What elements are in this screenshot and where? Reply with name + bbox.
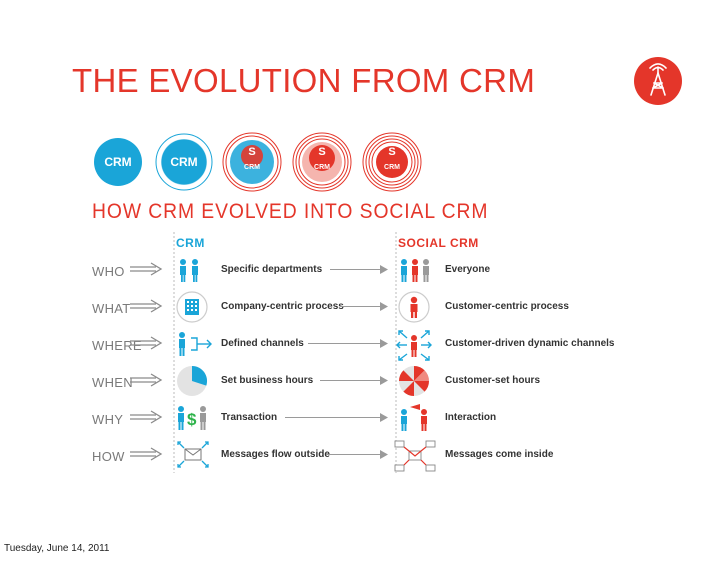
row-how: HOW Messages flow outside: [80, 437, 613, 473]
connector-line: [308, 343, 382, 344]
row-what: WHAT Company-centric process: [80, 289, 613, 325]
evolution-stage-1: CRM: [88, 132, 148, 192]
row-question: WHY: [92, 412, 124, 427]
connector-line: [285, 417, 382, 418]
evolution-stage-3-label: CRM: [244, 164, 260, 171]
infographic-heading: HOW CRM EVOLVED INTO SOCIAL CRM: [92, 200, 489, 223]
connector-line: [326, 454, 382, 455]
evolution-stage-4: S CRM: [292, 132, 352, 192]
row-question: HOW: [92, 449, 125, 464]
evolution-stage-3: S CRM: [222, 132, 282, 192]
row-who: WHO Specific departments Everyon: [80, 252, 613, 288]
evolution-stage-5-s: S: [388, 146, 396, 158]
social-text: Customer-centric process: [445, 301, 569, 312]
row-why: WHY $ Transaction Inte: [80, 400, 613, 436]
person-dollar-icon: $: [176, 402, 208, 434]
evolution-stage-3-s: S: [248, 146, 256, 158]
row-where: WHERE Defined channels: [80, 326, 615, 362]
social-text: Everyone: [445, 264, 491, 275]
slide-date: Tuesday, June 14, 2011: [4, 543, 110, 554]
connector-line: [330, 269, 382, 270]
crm-text: Defined channels: [221, 338, 304, 349]
crm-text: Messages flow outside: [221, 449, 330, 460]
evolution-stage-1-label: CRM: [104, 155, 132, 169]
crm-text: Set business hours: [221, 375, 314, 386]
envelope-inward-icon: [394, 439, 436, 472]
evolution-stage-5: S CRM: [362, 132, 422, 192]
clock-quarter-icon: [176, 365, 208, 397]
row-question: WHO: [92, 264, 125, 279]
evolution-circles: CRM CRM S CRM: [88, 132, 428, 192]
social-text: Customer-set hours: [445, 375, 541, 386]
crm-evolution-infographic: CRM CRM S CRM: [80, 128, 615, 488]
social-text: Messages come inside: [445, 449, 554, 460]
social-text: Customer-driven dynamic channels: [445, 338, 615, 349]
social-crm-column-header: SOCIAL CRM: [398, 236, 479, 250]
evolution-stage-4-s: S: [318, 146, 326, 158]
connector-line: [340, 306, 382, 307]
customer-circle-icon: [398, 291, 430, 323]
crm-text: Specific departments: [221, 264, 323, 275]
crm-column-header: CRM: [176, 236, 205, 250]
envelope-outward-icon: [176, 439, 209, 471]
evolution-stage-2: CRM: [154, 132, 214, 192]
row-when: WHEN Set business hours: [80, 363, 613, 399]
row-question: WHAT: [92, 301, 131, 316]
crm-text: Company-centric process: [221, 301, 344, 312]
clock-segments-icon: [398, 365, 430, 397]
people-conversation-icon: [398, 402, 430, 434]
row-question: WHEN: [92, 375, 133, 390]
svg-text:$: $: [187, 410, 197, 429]
building-icon: [176, 291, 208, 323]
social-text: Interaction: [445, 412, 497, 423]
radio-tower-icon: [633, 56, 683, 106]
row-question: WHERE: [92, 338, 142, 353]
person-radiating-arrows-icon: [394, 328, 432, 361]
connector-line: [320, 380, 382, 381]
person-channels-icon: [176, 328, 212, 360]
two-people-icon: [176, 254, 208, 286]
evolution-stage-5-label: CRM: [384, 164, 400, 171]
three-people-icon: [398, 254, 430, 286]
column-dividers: [173, 232, 397, 473]
slide-title: THE EVOLUTION FROM CRM: [72, 62, 536, 99]
evolution-stage-2-label: CRM: [170, 155, 198, 169]
crm-text: Transaction: [221, 412, 278, 423]
evolution-stage-4-label: CRM: [314, 164, 330, 171]
